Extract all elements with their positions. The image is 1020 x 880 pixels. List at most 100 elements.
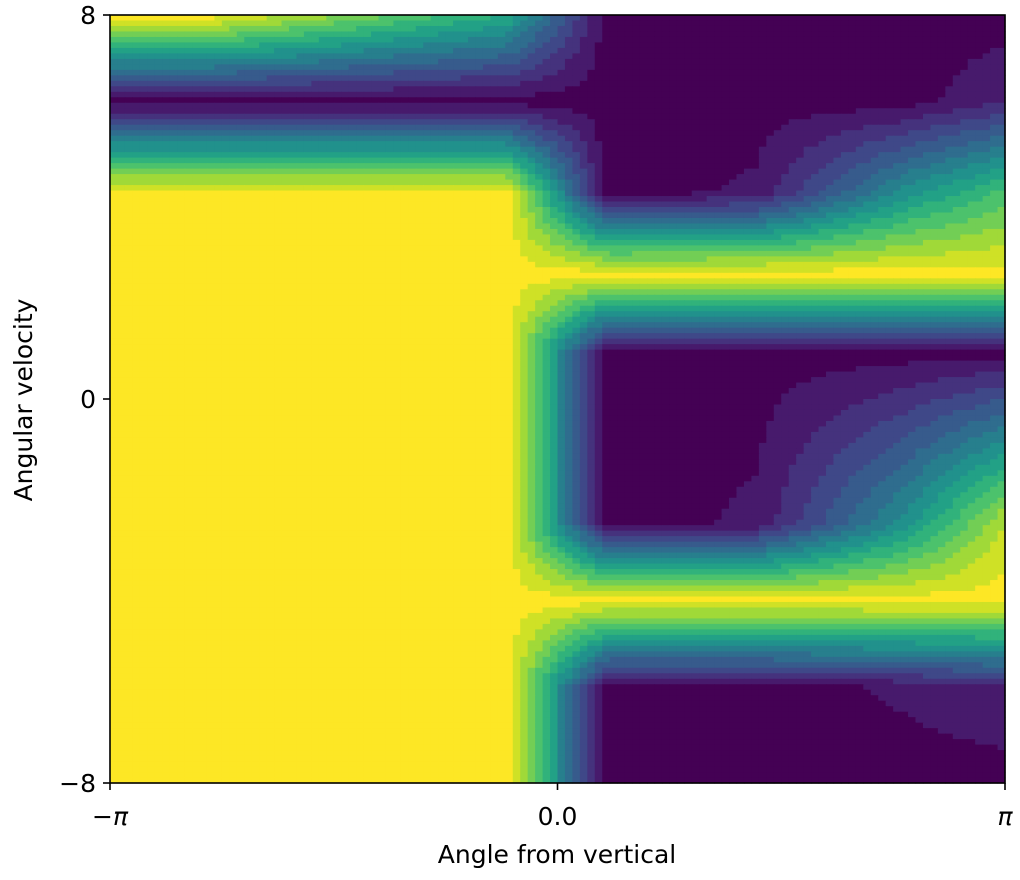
contour-cell bbox=[714, 201, 723, 208]
contour-cell bbox=[356, 42, 365, 49]
contour-cell bbox=[356, 124, 365, 131]
contour-cell bbox=[445, 146, 454, 153]
contour-cell bbox=[579, 135, 588, 142]
contour-cell bbox=[840, 47, 849, 54]
contour-cell bbox=[676, 25, 685, 33]
contour-cell bbox=[863, 69, 872, 76]
contour-cell bbox=[423, 168, 432, 175]
contour-cell bbox=[326, 119, 335, 126]
contour-cell bbox=[788, 15, 797, 22]
contour-cell bbox=[870, 217, 879, 225]
contour-cell bbox=[714, 75, 723, 82]
contour-cell bbox=[177, 15, 186, 22]
contour-cell bbox=[266, 36, 275, 44]
contour-cell bbox=[758, 42, 767, 49]
contour-cell bbox=[617, 58, 626, 65]
contour-cell bbox=[468, 69, 477, 76]
contour-cell bbox=[930, 207, 939, 214]
contour-cell bbox=[251, 207, 260, 214]
contour-cell bbox=[468, 223, 477, 230]
contour-cell bbox=[833, 15, 842, 22]
contour-cell bbox=[371, 152, 380, 159]
contour-cell bbox=[482, 108, 491, 115]
contour-cell bbox=[609, 69, 618, 76]
contour-cell bbox=[997, 168, 1006, 175]
contour-cell bbox=[289, 15, 298, 22]
contour-cell bbox=[721, 20, 730, 27]
contour-cell bbox=[132, 36, 141, 44]
contour-cell bbox=[520, 64, 529, 71]
contour-cell bbox=[356, 146, 365, 153]
contour-cell bbox=[117, 223, 126, 230]
contour-cell bbox=[139, 64, 148, 71]
contour-cell bbox=[758, 146, 767, 153]
contour-cell bbox=[743, 15, 753, 22]
contour-cell bbox=[818, 91, 827, 98]
contour-cell bbox=[430, 86, 439, 93]
contour-cell bbox=[706, 185, 715, 192]
contour-cell bbox=[908, 130, 917, 137]
contour-cell bbox=[967, 64, 976, 71]
contour-cell bbox=[356, 64, 365, 71]
contour-cell bbox=[624, 80, 633, 87]
contour-cell bbox=[982, 25, 991, 33]
contour-cell bbox=[564, 36, 574, 44]
contour-cell bbox=[714, 135, 723, 142]
contour-cell bbox=[542, 152, 551, 159]
contour-cell bbox=[371, 20, 380, 27]
contour-cell bbox=[587, 69, 596, 76]
contour-cell bbox=[482, 86, 491, 93]
contour-cell bbox=[162, 108, 171, 115]
contour-cell bbox=[729, 157, 738, 164]
contour-cell bbox=[833, 228, 842, 236]
contour-cell bbox=[982, 135, 991, 142]
contour-cell bbox=[840, 190, 849, 197]
contour-cell bbox=[773, 152, 782, 159]
contour-cell bbox=[624, 228, 633, 236]
contour-cell bbox=[863, 174, 872, 181]
contour-cell bbox=[758, 20, 767, 27]
contour-cell bbox=[952, 207, 961, 214]
contour-cell bbox=[803, 75, 812, 82]
contour-cell bbox=[684, 64, 693, 71]
contour-cell bbox=[624, 53, 633, 60]
contour-cell bbox=[796, 163, 805, 170]
contour-cell bbox=[110, 190, 119, 197]
contour-cell bbox=[490, 25, 499, 33]
contour-cell bbox=[930, 36, 939, 44]
contour-cell bbox=[520, 130, 529, 137]
contour-cell bbox=[318, 119, 327, 126]
contour-cell bbox=[676, 124, 685, 131]
contour-cell bbox=[415, 196, 424, 203]
contour-cell bbox=[393, 58, 402, 65]
contour-cell bbox=[318, 163, 327, 170]
contour-cell bbox=[490, 179, 499, 186]
contour-cell bbox=[296, 97, 305, 104]
contour-cell bbox=[490, 86, 499, 93]
contour-cell bbox=[617, 15, 626, 22]
contour-cell bbox=[684, 168, 693, 175]
contour-cell bbox=[952, 201, 961, 208]
contour-cell bbox=[922, 47, 932, 54]
contour-cell bbox=[833, 86, 842, 93]
contour-cell bbox=[840, 163, 849, 170]
contour-cell bbox=[415, 119, 424, 126]
contour-cell bbox=[505, 212, 514, 219]
contour-cell bbox=[967, 75, 976, 82]
contour-cell bbox=[460, 15, 469, 22]
contour-cell bbox=[266, 31, 275, 38]
contour-cell bbox=[542, 228, 551, 236]
contour-cell bbox=[557, 102, 566, 109]
contour-cell bbox=[169, 168, 178, 175]
contour-cell bbox=[527, 168, 536, 175]
contour-cell bbox=[363, 64, 372, 71]
contour-cell bbox=[751, 20, 760, 27]
contour-cell bbox=[639, 97, 648, 104]
contour-cell bbox=[676, 174, 685, 181]
contour-cell bbox=[945, 179, 954, 186]
contour-cell bbox=[960, 113, 969, 120]
contour-cell bbox=[885, 108, 894, 115]
contour-cell bbox=[229, 234, 238, 241]
contour-cell bbox=[990, 97, 999, 104]
contour-cell bbox=[356, 20, 365, 27]
